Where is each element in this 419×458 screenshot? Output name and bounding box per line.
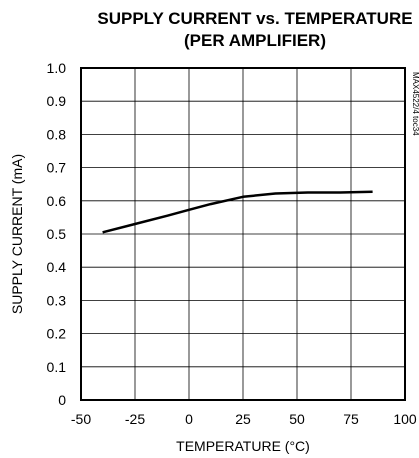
series-line	[102, 190, 373, 234]
y-tick-label: 0.3	[47, 292, 67, 308]
x-tick-labels: -50 -25 0 25 50 75 100	[71, 411, 417, 427]
y-tick-label: 0.4	[47, 259, 67, 275]
series-group	[102, 190, 373, 234]
y-tick-label: 0	[58, 392, 66, 408]
x-tick-label: 75	[343, 411, 359, 427]
x-tick-label: -25	[125, 411, 145, 427]
y-tick-label: 1.0	[47, 60, 67, 76]
y-tick-label: 0.9	[47, 93, 67, 109]
x-tick-label: 25	[235, 411, 251, 427]
chart-subtitle: (PER AMPLIFIER)	[184, 31, 326, 50]
x-tick-label: 100	[393, 411, 417, 427]
plot-frame	[80, 67, 406, 401]
y-tick-label: 0.8	[47, 126, 67, 142]
y-tick-label: 0.5	[47, 226, 67, 242]
y-tick-label: 0.1	[47, 359, 67, 375]
x-tick-label: 50	[289, 411, 305, 427]
x-tick-label: 0	[185, 411, 193, 427]
part-code: MAX4522/4 toc34	[411, 72, 419, 136]
chart-title: SUPPLY CURRENT vs. TEMPERATURE	[97, 9, 412, 28]
grid	[81, 68, 405, 400]
y-tick-label: 0.2	[47, 326, 67, 342]
y-tick-label: 0.6	[47, 193, 67, 209]
y-tick-label: 0.7	[47, 160, 67, 176]
x-axis-label: TEMPERATURE (°C)	[176, 438, 310, 454]
x-tick-label: -50	[71, 411, 91, 427]
y-axis-label: SUPPLY CURRENT (mA)	[9, 154, 25, 314]
y-tick-labels: 0 0.1 0.2 0.3 0.4 0.5 0.6 0.7 0.8 0.9 1.0	[47, 60, 67, 408]
